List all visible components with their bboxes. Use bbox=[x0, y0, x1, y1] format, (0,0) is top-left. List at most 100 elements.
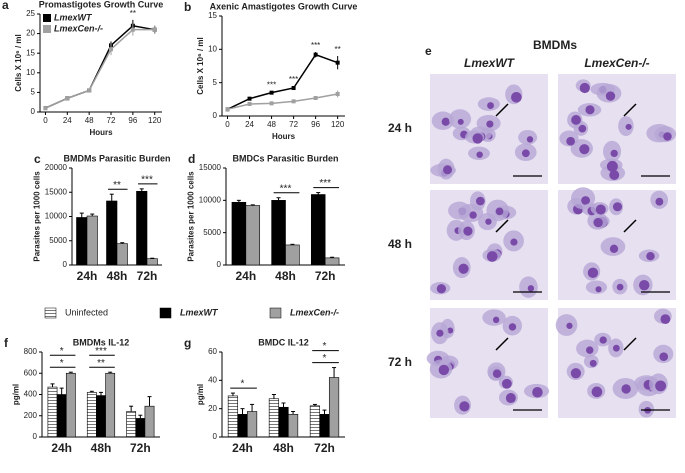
nucleus bbox=[646, 252, 655, 261]
legend-swatch bbox=[43, 14, 51, 22]
series-line bbox=[227, 93, 338, 111]
nucleus bbox=[487, 102, 494, 109]
marker bbox=[313, 52, 318, 57]
nucleus bbox=[612, 202, 623, 212]
nucleus bbox=[589, 359, 597, 367]
chart-title: BMDMs IL-12 bbox=[73, 337, 130, 347]
bar bbox=[86, 392, 97, 438]
legend-label: LmexWT bbox=[54, 12, 93, 22]
bar bbox=[227, 395, 239, 438]
nucleus bbox=[485, 218, 492, 225]
nucleus bbox=[521, 149, 530, 158]
nucleus bbox=[581, 196, 591, 205]
legend-label: LmexWT bbox=[180, 307, 219, 317]
bar bbox=[76, 217, 88, 266]
panel-letter: c bbox=[34, 152, 41, 166]
nucleus bbox=[492, 369, 502, 378]
bar bbox=[47, 386, 58, 438]
legend-label: Uninfected bbox=[65, 307, 108, 317]
x-axis-label: Hours bbox=[89, 128, 113, 137]
nucleus bbox=[595, 204, 606, 215]
nucleus bbox=[501, 378, 512, 389]
nucleus bbox=[587, 267, 599, 278]
arrow bbox=[495, 337, 509, 351]
y-axis-label: Cells X 10⁶ / ml bbox=[196, 37, 205, 95]
significance: ** bbox=[113, 180, 121, 191]
y-tick-label: 10 bbox=[26, 68, 35, 77]
nucleus bbox=[436, 284, 447, 294]
x-tick-label: 0 bbox=[43, 116, 48, 125]
marker bbox=[65, 96, 70, 101]
bar bbox=[105, 372, 116, 438]
bar bbox=[309, 405, 321, 438]
nucleus bbox=[463, 226, 473, 236]
arrow bbox=[495, 219, 509, 233]
nucleus bbox=[436, 329, 444, 337]
y-tick-label: 5000 bbox=[203, 228, 221, 237]
y-tick-label: 5000 bbox=[49, 236, 67, 245]
series-line bbox=[45, 28, 155, 109]
marker bbox=[225, 107, 230, 112]
x-tick-label: 24 bbox=[63, 116, 72, 125]
nucleus bbox=[566, 322, 573, 329]
column-header: LmexCen-/- bbox=[584, 56, 649, 70]
significance: * bbox=[60, 346, 64, 357]
x-tick-label: 24 bbox=[245, 120, 254, 129]
y-tick-label: 20 bbox=[26, 29, 35, 38]
nucleus bbox=[495, 207, 504, 216]
y-tick-label: 15 bbox=[26, 48, 35, 57]
y-tick-label: 800 bbox=[24, 347, 38, 356]
category-label: 72h bbox=[315, 269, 336, 283]
y-tick-label: 0 bbox=[31, 107, 36, 116]
nucleus bbox=[475, 196, 485, 206]
nucleus bbox=[571, 115, 581, 125]
bar bbox=[328, 377, 340, 438]
legend-swatch bbox=[43, 25, 51, 33]
nucleus bbox=[593, 217, 603, 228]
y-axis-label: Parasites per 1000 cells bbox=[33, 171, 42, 262]
y-tick-label: 5 bbox=[31, 88, 36, 97]
legend-label: LmexCen-/- bbox=[290, 307, 339, 317]
panel-letter: a bbox=[2, 0, 9, 12]
chart-title: Promastigotes Growth Curve bbox=[39, 0, 164, 9]
legend-swatch bbox=[44, 307, 57, 319]
x-tick-label: 72 bbox=[107, 116, 116, 125]
marker bbox=[247, 102, 252, 106]
panel-letter: d bbox=[188, 152, 195, 166]
marker bbox=[313, 96, 318, 100]
marker bbox=[291, 86, 296, 90]
nucleus bbox=[570, 368, 582, 379]
marker bbox=[109, 47, 114, 52]
category-label: 48h bbox=[275, 269, 296, 283]
nucleus bbox=[438, 364, 450, 376]
nucleus bbox=[579, 144, 590, 155]
marker bbox=[247, 96, 252, 101]
nucleus bbox=[621, 384, 631, 394]
micrograph bbox=[558, 308, 676, 418]
bar bbox=[116, 243, 128, 266]
arrow bbox=[623, 103, 637, 117]
nucleus bbox=[660, 314, 671, 325]
panel-letter: f bbox=[4, 336, 9, 350]
y-tick-label: 15000 bbox=[45, 187, 68, 196]
bar bbox=[287, 414, 299, 438]
nucleus bbox=[492, 316, 500, 324]
significance: * bbox=[323, 353, 327, 364]
bar bbox=[136, 190, 148, 266]
bar bbox=[268, 398, 280, 438]
x-tick-label: 96 bbox=[128, 116, 137, 125]
significance: *** bbox=[267, 80, 276, 89]
bar bbox=[146, 258, 158, 266]
category-label: 72h bbox=[137, 269, 158, 283]
nucleus bbox=[625, 123, 632, 130]
category-label: 48h bbox=[273, 441, 294, 455]
bar bbox=[237, 414, 248, 438]
y-tick-label: 25 bbox=[26, 9, 35, 18]
significance: *** bbox=[289, 75, 298, 84]
y-tick-label: 40 bbox=[208, 375, 217, 384]
nucleus bbox=[505, 393, 516, 404]
marker bbox=[269, 101, 274, 106]
x-tick-label: 120 bbox=[148, 116, 162, 125]
